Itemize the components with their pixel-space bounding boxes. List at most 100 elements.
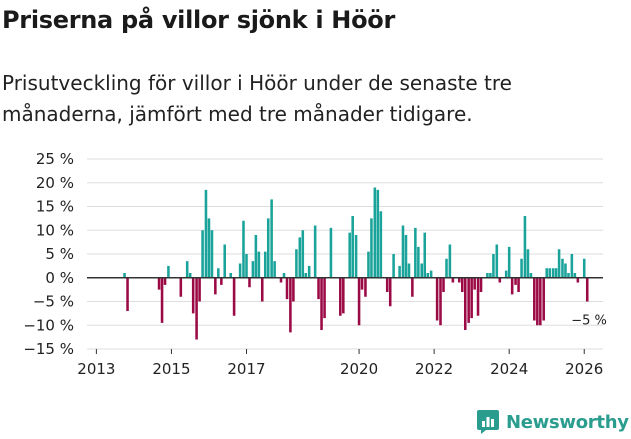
- bar: [545, 268, 548, 278]
- bar: [320, 277, 323, 330]
- bar: [367, 251, 370, 278]
- bar: [573, 273, 577, 278]
- x-tick-label: 2026: [565, 360, 603, 378]
- bar: [245, 254, 248, 278]
- bar: [529, 273, 533, 278]
- bar: [373, 187, 377, 278]
- bar: [451, 277, 455, 283]
- bar: [317, 277, 320, 300]
- bar: [514, 277, 517, 285]
- axis-layer: 25 % 20 % 15 % 10 % 5 % 0 % −5 % −10 % −15 %2013…: [23, 150, 603, 378]
- bar: [392, 254, 395, 278]
- bar: [533, 277, 536, 321]
- bar: [260, 277, 264, 302]
- bar: [232, 277, 236, 316]
- bar: [157, 277, 161, 290]
- bar: [214, 277, 217, 295]
- bar: [242, 220, 245, 278]
- bar: [329, 227, 333, 278]
- bar: [414, 227, 417, 278]
- last-value-annotation: −5 %: [571, 314, 607, 329]
- bar: [207, 218, 211, 278]
- bar: [576, 277, 580, 283]
- bar: [376, 189, 380, 278]
- bar: [473, 277, 476, 290]
- bar: [323, 277, 326, 319]
- bar: [539, 277, 542, 326]
- y-tick-label: 0 %: [45, 269, 74, 287]
- bar: [495, 244, 499, 278]
- bar: [420, 263, 424, 278]
- bar: [220, 277, 223, 285]
- bar: [476, 277, 480, 316]
- bar: [307, 265, 311, 278]
- bar: [463, 277, 467, 330]
- bar: [301, 230, 305, 278]
- bar: [354, 235, 358, 278]
- bar: [379, 211, 383, 278]
- bar: [388, 277, 392, 307]
- bar: [582, 258, 586, 278]
- bar: [248, 277, 251, 288]
- bar: [489, 273, 492, 278]
- bar: [404, 235, 408, 278]
- bar: [279, 277, 283, 283]
- bar: [126, 277, 129, 311]
- bar: [223, 244, 226, 278]
- bar: [460, 277, 464, 292]
- bar: [385, 277, 389, 292]
- bar: [342, 277, 345, 314]
- bar: [507, 246, 511, 278]
- bar: [510, 277, 514, 295]
- bar: [492, 254, 495, 278]
- bar: [426, 273, 430, 278]
- bar: [357, 277, 361, 326]
- bars-layer: [123, 187, 589, 340]
- bar: [348, 232, 351, 278]
- bar: [229, 273, 233, 278]
- bar: [542, 277, 545, 321]
- bar: [360, 277, 364, 290]
- bar: [411, 277, 414, 297]
- bar: [179, 277, 183, 297]
- bar: [313, 225, 317, 278]
- bar: [167, 265, 170, 278]
- bar: [292, 277, 295, 302]
- newsworthy-logo[interactable]: Newsworthy: [476, 407, 629, 437]
- x-tick-label: 2013: [77, 360, 115, 378]
- x-tick-label: 2022: [415, 360, 453, 378]
- bar: [479, 277, 483, 292]
- bar: [238, 263, 242, 278]
- y-tick-label: 5 %: [45, 245, 74, 263]
- bar: [191, 277, 195, 314]
- bar: [435, 277, 439, 321]
- x-tick-label: 2017: [227, 360, 265, 378]
- bar: [188, 273, 192, 278]
- bar: [339, 277, 342, 316]
- newsworthy-logo-icon: [477, 410, 499, 434]
- bar: [429, 270, 433, 278]
- newsworthy-logo-text: Newsworthy: [506, 411, 629, 433]
- bar: [351, 216, 354, 278]
- bar: [123, 273, 126, 278]
- bar: [370, 218, 373, 278]
- bar: [195, 277, 198, 340]
- y-tick-label: 20 %: [36, 174, 74, 192]
- bar: [266, 218, 270, 278]
- bar: [585, 277, 589, 302]
- y-tick-label: 25 %: [36, 150, 74, 168]
- bar-chart: 25 % 20 % 15 % 10 % 5 % 0 % −5 % −10 % −15 %2013…: [23, 150, 607, 378]
- chart-subtitle: Prisutveckling för villor i Höör under d…: [2, 71, 512, 126]
- bar: [448, 244, 452, 278]
- bar: [257, 251, 261, 278]
- bar: [520, 258, 523, 278]
- bar: [561, 258, 564, 278]
- bar: [160, 277, 164, 323]
- bar: [304, 273, 308, 278]
- bar: [417, 246, 420, 278]
- bar: [526, 249, 530, 278]
- bar: [570, 254, 574, 278]
- bar: [273, 261, 276, 278]
- bar: [498, 277, 502, 283]
- bar: [504, 270, 508, 278]
